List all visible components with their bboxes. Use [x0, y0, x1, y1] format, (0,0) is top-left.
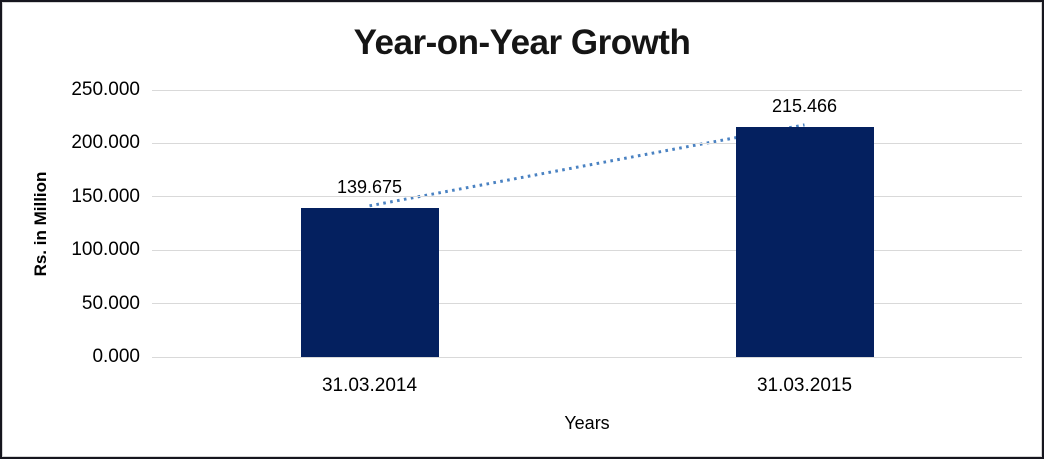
y-tick-label: 100.000 — [71, 239, 140, 261]
bar-value-label: 139.675 — [336, 176, 403, 197]
y-tick-label: 150.000 — [71, 185, 140, 207]
chart-title: Year-on-Year Growth — [353, 23, 691, 62]
gridline — [152, 89, 1022, 91]
gridline — [152, 142, 1022, 144]
gridline — [152, 196, 1022, 198]
gridline — [152, 356, 1022, 358]
x-axis-title: Years — [564, 413, 610, 433]
y-tick-label: 0.000 — [92, 346, 140, 367]
bar-31.03.2015 — [735, 126, 874, 357]
x-tick-label: 31.03.2015 — [756, 375, 853, 396]
gridline — [152, 303, 1022, 305]
x-axis-tick-labels: 31.03.2014 31.03.2015 — [152, 375, 1022, 399]
y-tick-label: 50.000 — [81, 292, 140, 314]
gridline — [152, 249, 1022, 251]
x-tick-label: 31.03.2014 — [321, 375, 418, 396]
plot-area: 139.675 215.466 — [152, 89, 1022, 358]
y-axis-tick-labels: 0.000 50.000 100.000 150.000 200.000 250.000 — [2, 79, 140, 367]
trendline — [369, 123, 805, 208]
y-tick-label: 200.000 — [71, 132, 140, 154]
bar-value-label: 215.466 — [771, 95, 838, 116]
y-tick-label: 250.000 — [71, 79, 140, 100]
bar-31.03.2014 — [300, 207, 439, 357]
